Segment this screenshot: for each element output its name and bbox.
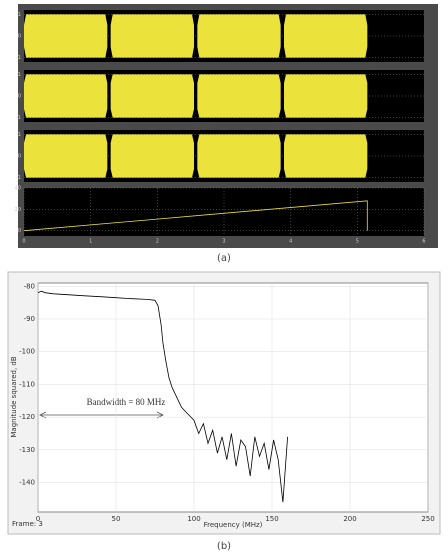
x-tick-label: 0 xyxy=(36,515,40,523)
signal-envelope xyxy=(110,134,194,178)
signal-envelope xyxy=(197,14,281,58)
x-tick-label: 2 xyxy=(156,239,159,245)
y-axis-label: Magnitude squared, dB xyxy=(10,356,18,437)
y-tick-label: 1 xyxy=(18,12,21,18)
y-tick-label: -1 xyxy=(16,55,21,61)
signal-envelope xyxy=(284,74,368,118)
y-tick-label: -130 xyxy=(19,446,35,454)
y-tick-label: 1 xyxy=(18,72,21,78)
signal-envelope xyxy=(110,14,194,58)
x-tick-label: 150 xyxy=(265,515,278,523)
signal-envelope xyxy=(197,74,281,118)
y-tick-label: -110 xyxy=(19,380,35,388)
x-axis-label: Frequency (MHz) xyxy=(204,521,263,529)
y-tick-label: -100 xyxy=(19,348,35,356)
x-tick-label: 100 xyxy=(187,515,200,523)
x-tick-label: 250 xyxy=(421,515,434,523)
signal-envelope xyxy=(110,74,194,118)
y-tick-label: 1 xyxy=(18,132,21,138)
y-tick-label: 0 xyxy=(18,94,21,100)
signal-envelope xyxy=(24,74,108,118)
x-tick-label: 5 xyxy=(356,239,359,245)
y-tick-label: -1 xyxy=(16,115,21,121)
x-tick-label: 4 xyxy=(289,239,292,245)
x-tick-label: 1 xyxy=(89,239,92,245)
y-tick-label: 40 xyxy=(15,186,21,192)
y-tick-label: -90 xyxy=(24,315,35,323)
signal-envelope xyxy=(197,134,281,178)
x-tick-label: 50 xyxy=(112,515,121,523)
x-tick-label: 200 xyxy=(343,515,356,523)
y-tick-label: 0 xyxy=(18,154,21,160)
y-tick-label: -1 xyxy=(16,175,21,181)
caption: (b) xyxy=(217,541,231,552)
y-tick-label: 20 xyxy=(15,207,21,213)
x-tick-label: 0 xyxy=(22,239,25,245)
y-tick-label: 0 xyxy=(18,228,21,234)
signal-envelope xyxy=(24,134,108,178)
plot-area xyxy=(37,282,429,513)
y-tick-label: -120 xyxy=(19,413,35,421)
signal-line xyxy=(37,290,288,503)
signal-envelope xyxy=(284,14,368,58)
annotation: Bandwidth = 80 MHz xyxy=(87,397,166,407)
signal-envelope xyxy=(24,14,108,58)
y-tick-label: -80 xyxy=(24,282,35,290)
caption: (a) xyxy=(217,253,231,264)
y-tick-label: 0 xyxy=(18,34,21,40)
x-tick-label: 3 xyxy=(222,239,225,245)
x-tick-label: 6 xyxy=(422,239,425,245)
signal-envelope xyxy=(284,134,368,178)
signal-line xyxy=(23,200,368,232)
frame-label: Frame: 3 xyxy=(12,520,43,528)
y-tick-label: -140 xyxy=(19,479,35,487)
